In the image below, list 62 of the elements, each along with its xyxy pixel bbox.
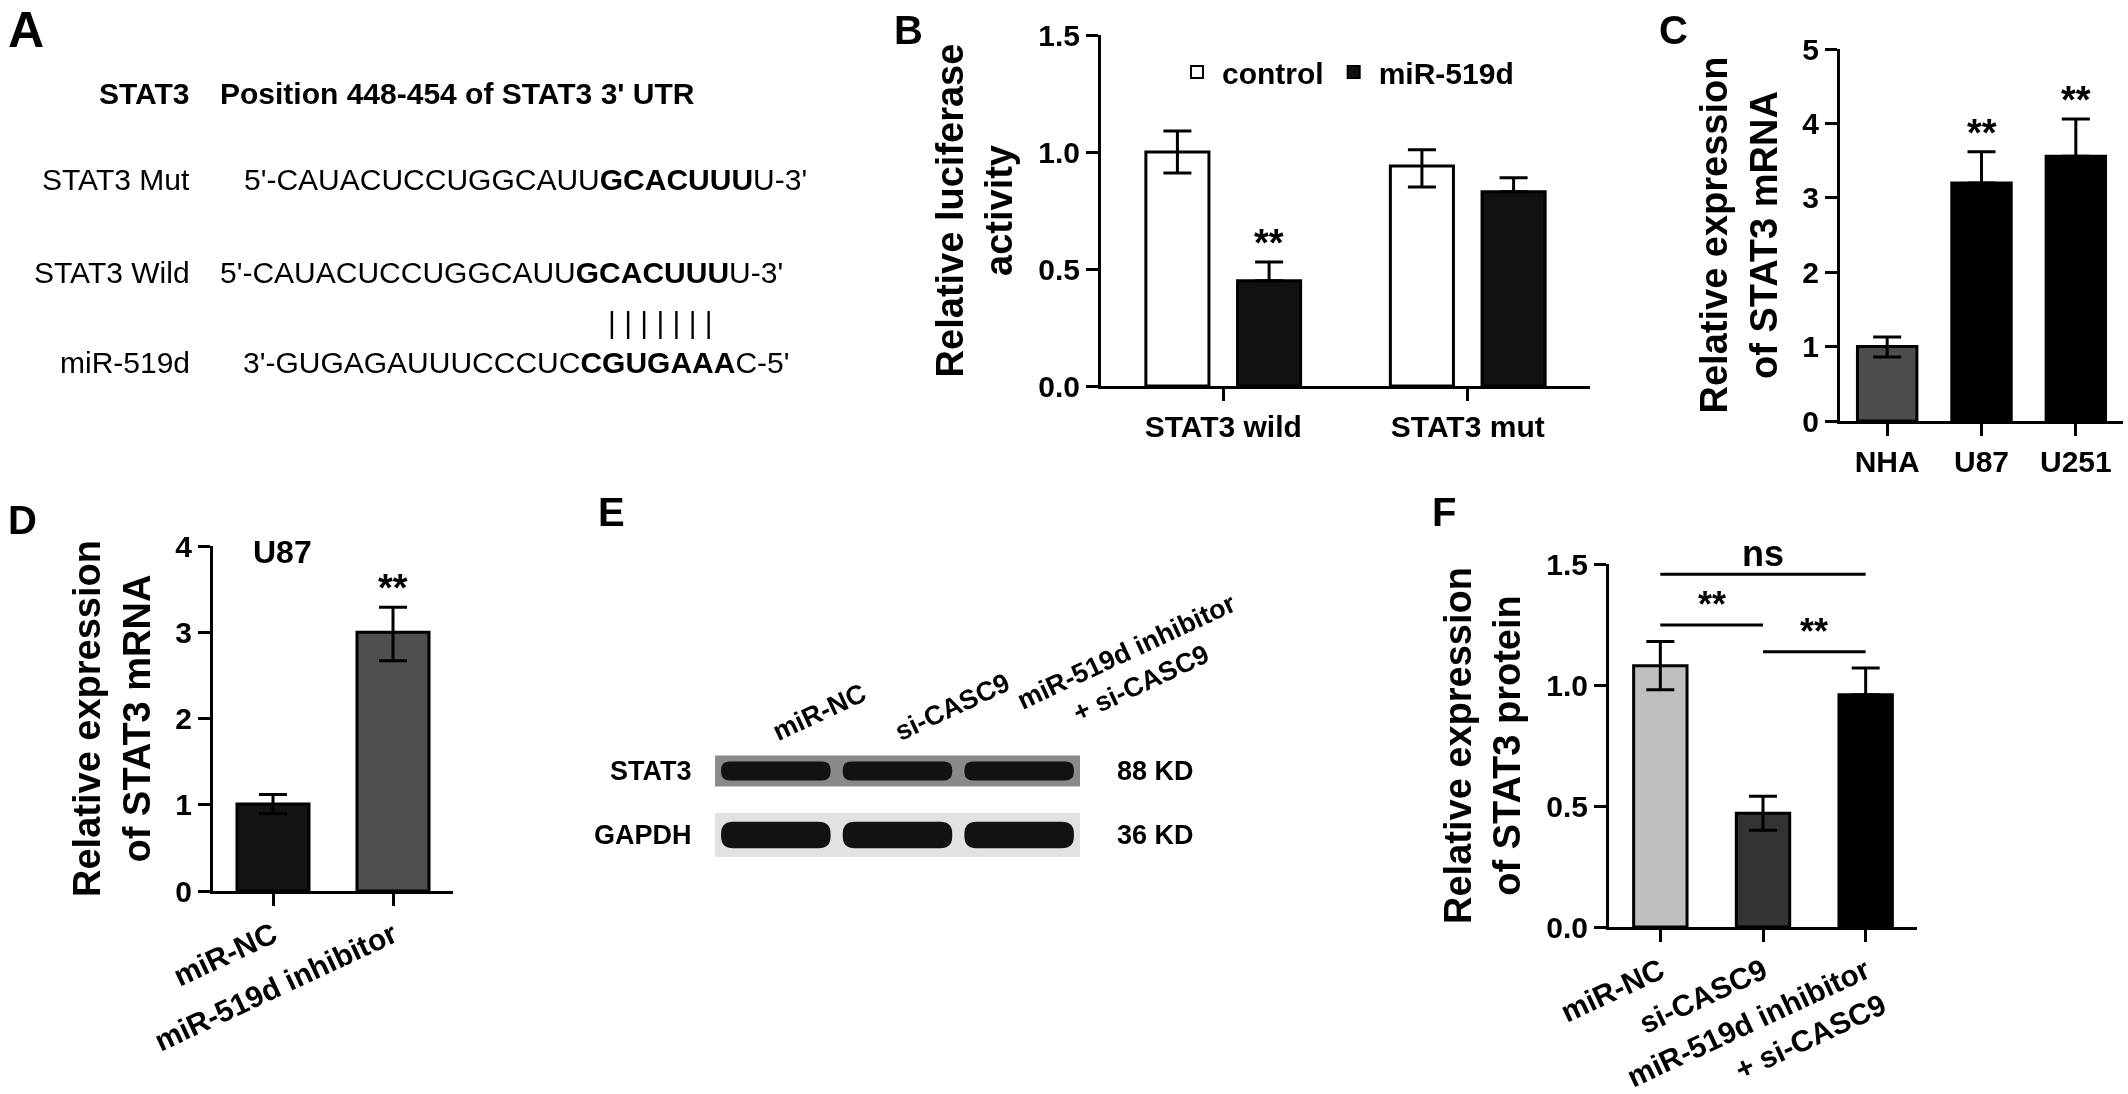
chart-title: C (1659, 8, 1688, 52)
x-tick-label: STAT3 mut (1390, 410, 1545, 443)
text: GCACUUU (575, 256, 730, 289)
text: | | | | | | | (608, 306, 713, 339)
y-tick-label: 3 (1802, 181, 1819, 215)
x-tick-label: U87 (1953, 445, 2010, 478)
chart-subtitle: U87 (253, 534, 312, 570)
text: A (8, 2, 45, 58)
legend-label: control (1222, 56, 1324, 90)
y-axis-title: Relative expression of STAT3 protein (1437, 567, 1529, 924)
y-tick-label: 4 (175, 529, 193, 563)
x-tick-label: STAT3 wild (1144, 410, 1302, 443)
text: 3'-GUGAGAUUUCCCUC (243, 346, 581, 379)
category-label: STAT3 (610, 756, 692, 786)
text: U-3' (729, 256, 784, 289)
data-label: ** (1254, 222, 1284, 264)
data-label: ** (1967, 112, 1997, 154)
text: STAT3 Mut (42, 163, 190, 196)
text: CGUGAAA (580, 346, 736, 379)
y-axis-title: Relative expression of STAT3 mRNA (1693, 56, 1785, 414)
text: E (598, 490, 625, 534)
y-axis-title: Relative luciferase activity (929, 43, 1021, 378)
chart-title: B (894, 8, 923, 52)
text: miR-519d (60, 346, 191, 379)
y-tick-label: 1 (175, 788, 192, 822)
text: 5'-CAUACUCCUGGCAUU (244, 163, 600, 196)
annotation: ** (1800, 611, 1829, 652)
y-tick-label: 1.0 (1546, 668, 1588, 702)
legend-label: miR-519d (1378, 56, 1514, 90)
text: STAT3 (99, 77, 190, 110)
y-tick-label: 0 (175, 874, 192, 908)
category-label: GAPDH (594, 820, 692, 850)
y-tick-label: 1.5 (1546, 547, 1588, 581)
x-tick-label: U251 (2039, 445, 2112, 478)
text: STAT3 Wild (34, 256, 190, 289)
text: Position 448-454 of STAT3 3' UTR (220, 77, 695, 110)
y-tick-label: 0.5 (1546, 789, 1588, 823)
chart-title: F (1432, 490, 1457, 534)
y-tick-label: 0.0 (1546, 910, 1588, 944)
x-tick-label: NHA (1854, 445, 1920, 478)
y-tick-label: 0.5 (1038, 252, 1080, 286)
category-label: 88 KD (1117, 756, 1194, 786)
y-tick-label: 1.5 (1038, 18, 1080, 52)
y-tick-label: 0 (1802, 404, 1819, 438)
y-tick-label: 1.0 (1038, 135, 1080, 169)
annotation: ns (1742, 533, 1785, 574)
text: GCACUUU (599, 163, 754, 196)
y-tick-label: 3 (175, 615, 192, 649)
y-tick-label: 4 (1802, 106, 1820, 140)
category-label: 36 KD (1117, 820, 1194, 850)
y-tick-label: 2 (175, 702, 192, 735)
y-axis-title: Relative expression of STAT3 mRNA (66, 540, 158, 897)
y-tick-label: 5 (1802, 32, 1819, 66)
text: U-3' (753, 163, 808, 196)
annotation: ** (1698, 584, 1727, 625)
y-tick-label: 1 (1802, 330, 1819, 364)
chart-title: D (8, 498, 37, 542)
text: C-5' (735, 346, 790, 379)
data-label: ** (2061, 79, 2091, 121)
data-label: ** (378, 567, 408, 609)
text: 5'-CAUACUCCUGGCAUU (220, 256, 576, 289)
y-tick-label: 2 (1802, 255, 1819, 289)
